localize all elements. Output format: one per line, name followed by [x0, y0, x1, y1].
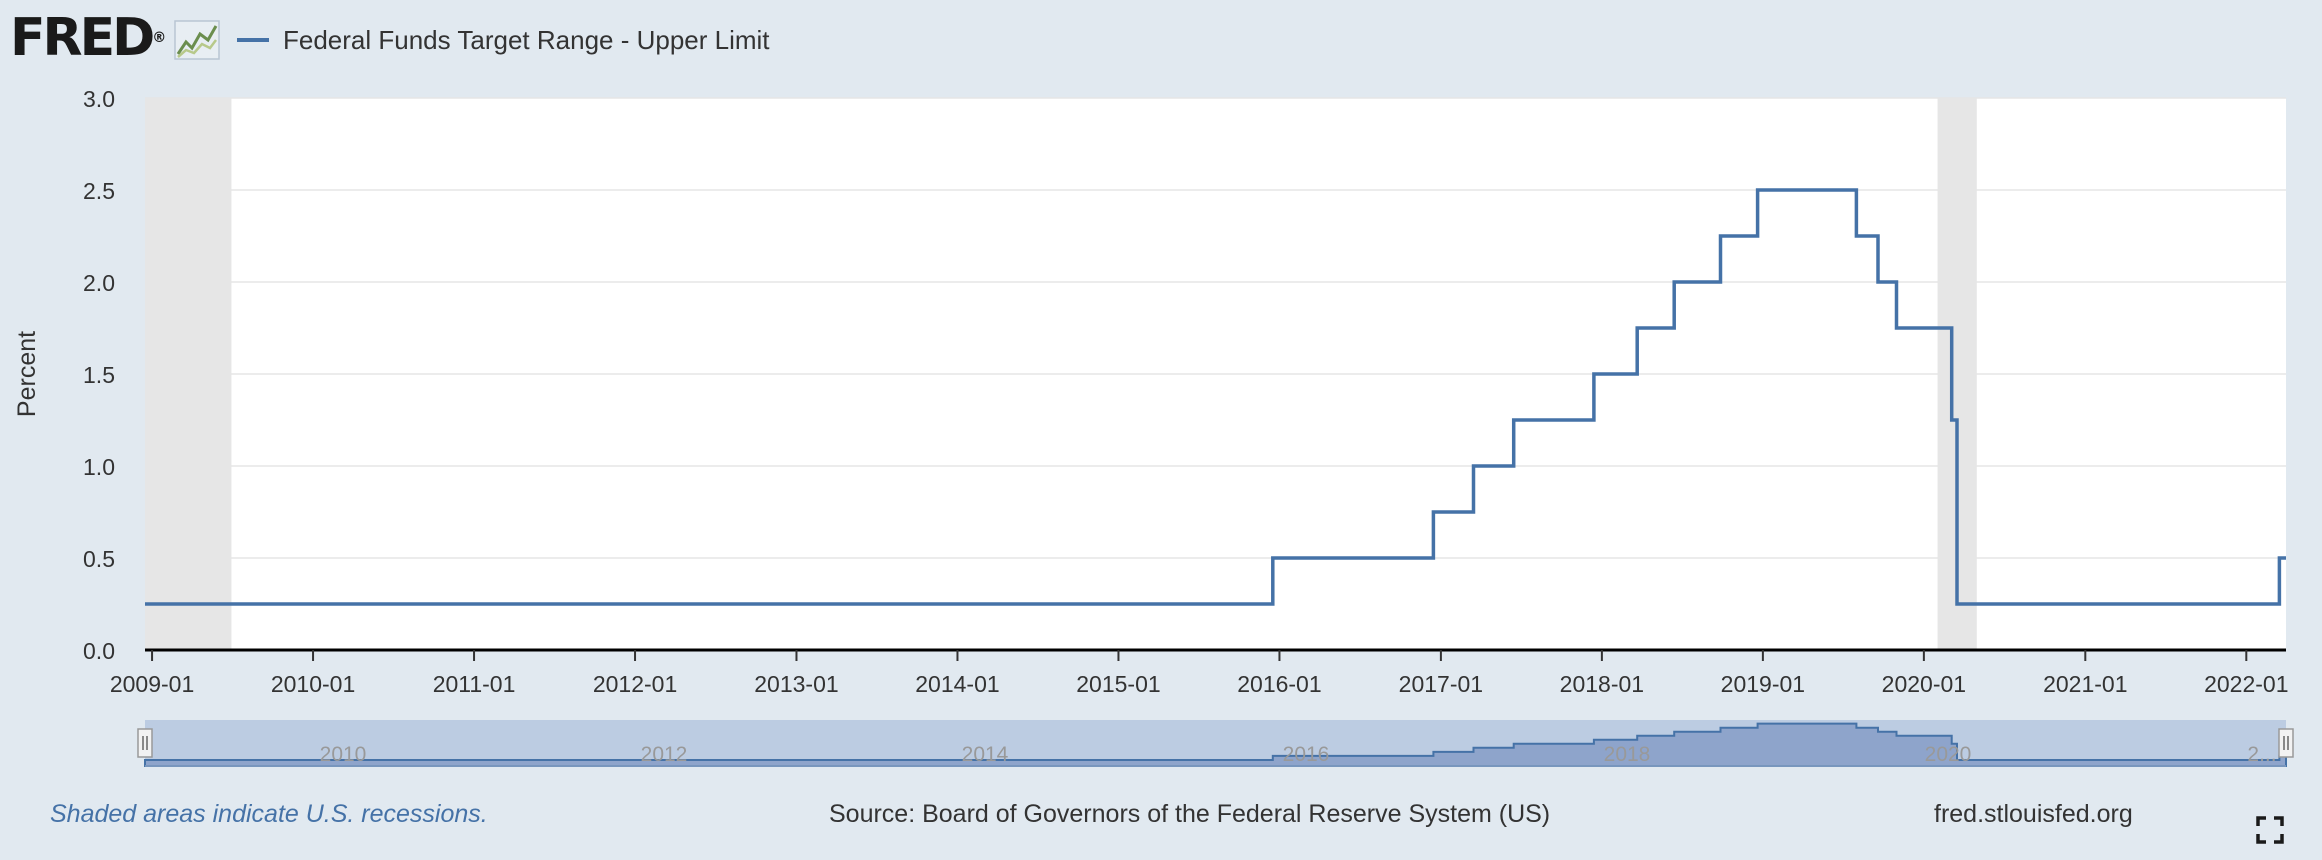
recession-note: Shaded areas indicate U.S. recessions. — [50, 800, 488, 828]
gridlines — [145, 97, 2286, 559]
series-line[interactable] — [145, 188, 2286, 606]
x-tick-label: 2012-01 — [593, 671, 677, 697]
y-tick-label: 0.5 — [83, 546, 115, 572]
navigator-series — [144, 722, 2287, 767]
x-tick-label: 2017-01 — [1399, 671, 1483, 697]
range-navigator[interactable]: 2010 2012 2014 2016 2018 2020 2... — [137, 720, 2294, 767]
y-tick-label: 2.5 — [83, 178, 115, 204]
navigator-label: 2018 — [1604, 743, 1651, 766]
logo-registered-mark: ® — [152, 30, 167, 46]
chart-header: FRED® Federal Funds Target Range - Upper… — [0, 0, 2322, 80]
legend-swatch — [237, 38, 269, 42]
logo-text: FRED — [10, 8, 155, 68]
chart-legend[interactable]: Federal Funds Target Range - Upper Limit — [237, 22, 770, 58]
y-tick-label: 0.0 — [83, 638, 115, 664]
navigator-label: 2010 — [320, 743, 367, 766]
source-text: Source: Board of Governors of the Federa… — [829, 800, 1551, 828]
expand-icon[interactable] — [2255, 815, 2285, 845]
navigator-label: 2020 — [1925, 743, 1972, 766]
navigator-label: 2... — [2247, 743, 2276, 766]
navigator-label: 2012 — [641, 743, 688, 766]
fred-logo[interactable]: FRED® — [10, 10, 166, 66]
x-tick-label: 2022-01 — [2204, 671, 2288, 697]
x-tick-label: 2013-01 — [754, 671, 838, 697]
handle-body[interactable] — [137, 728, 153, 758]
x-tick-label: 2010-01 — [271, 671, 355, 697]
y-axis-ticks: 0.0 0.5 1.0 1.5 2.0 2.5 3.0 — [83, 86, 115, 664]
x-tick-label: 2015-01 — [1076, 671, 1160, 697]
site-link[interactable]: fred.stlouisfed.org — [1934, 800, 2133, 828]
x-tick-label: 2019-01 — [1721, 671, 1805, 697]
y-axis-label: Percent — [13, 331, 41, 417]
x-tick-label: 2021-01 — [2043, 671, 2127, 697]
y-tick-label: 2.0 — [83, 270, 115, 296]
y-tick-label: 3.0 — [83, 86, 115, 112]
x-axis-ticks: 2009-01 2010-01 2011-01 2012-01 2013-01 2014-… — [110, 650, 2289, 697]
navigator-left-handle[interactable] — [137, 728, 153, 758]
x-tick-label: 2016-01 — [1237, 671, 1321, 697]
x-tick-label: 2011-01 — [433, 671, 516, 697]
navigator-label: 2014 — [962, 743, 1009, 766]
line-chart-icon — [174, 20, 220, 60]
navigator-label: 2016 — [1283, 743, 1330, 766]
navigator-right-handle[interactable] — [2278, 728, 2294, 758]
handle-body[interactable] — [2278, 728, 2294, 758]
x-tick-label: 2020-01 — [1882, 671, 1966, 697]
x-tick-label: 2014-01 — [915, 671, 999, 697]
y-tick-label: 1.0 — [83, 454, 115, 480]
x-tick-label: 2018-01 — [1560, 671, 1644, 697]
x-tick-label: 2009-01 — [110, 671, 194, 697]
y-tick-label: 1.5 — [83, 362, 115, 388]
legend-label: Federal Funds Target Range - Upper Limit — [283, 24, 770, 55]
